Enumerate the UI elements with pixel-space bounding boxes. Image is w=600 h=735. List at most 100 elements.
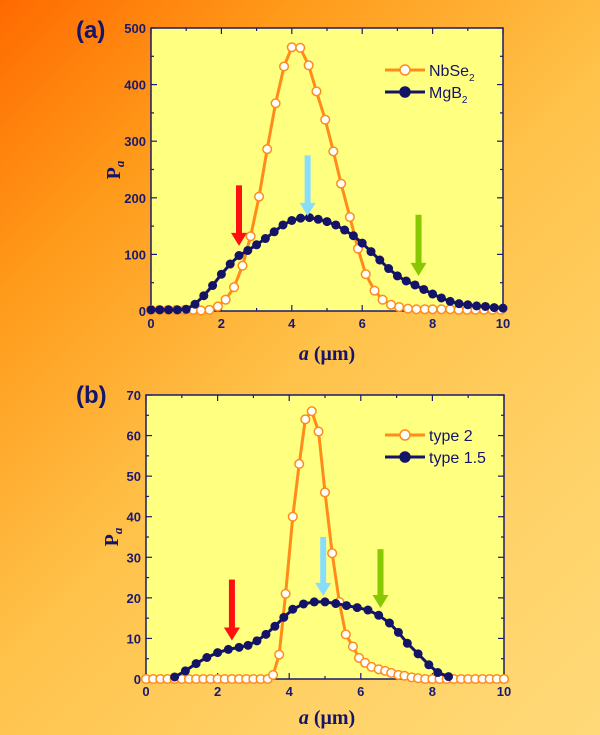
legend-label-base: NbSe	[429, 63, 469, 80]
arrow-head	[315, 582, 332, 596]
green-arrow-icon	[410, 214, 427, 276]
data-point	[454, 299, 464, 309]
legend-label-subscript: 2	[462, 95, 468, 106]
legend-label-subscript: 2	[469, 73, 475, 84]
x-tick-label: 10	[496, 316, 510, 331]
data-point	[155, 305, 165, 315]
x-axis-title: a (μm)	[299, 707, 355, 729]
data-point	[322, 217, 332, 227]
data-point	[313, 214, 323, 224]
x-tick-label: 8	[429, 316, 436, 331]
x-tick-label: 6	[359, 316, 366, 331]
data-point	[424, 660, 434, 670]
data-point	[369, 285, 380, 296]
data-point	[278, 220, 288, 230]
cyan-arrow-icon	[315, 537, 332, 596]
data-point	[352, 603, 362, 613]
x-tick-label: 8	[429, 684, 436, 699]
data-point	[190, 299, 200, 309]
data-point	[313, 426, 324, 437]
data-point	[340, 225, 350, 235]
data-point	[286, 42, 297, 53]
data-point	[268, 669, 279, 680]
data-point	[410, 280, 420, 290]
data-point	[234, 251, 244, 261]
data-point	[243, 245, 253, 255]
data-point	[208, 281, 218, 291]
data-point	[320, 114, 331, 125]
data-point	[287, 215, 297, 225]
y-axis-symbol: P	[103, 167, 125, 179]
data-point	[463, 300, 473, 310]
red-arrow-icon	[223, 579, 240, 641]
y-tick-label: 400	[124, 78, 146, 93]
data-point	[394, 301, 405, 313]
data-point	[245, 231, 256, 242]
data-point	[393, 627, 403, 637]
y-axis-subscript: a	[110, 527, 125, 534]
legend-label: type 2	[429, 428, 473, 445]
data-point	[279, 612, 289, 622]
panel-b: (b) 0 2 4 6 8 10 0 10 20 30 40 50 60 70 a (μm) Pa type 2 t…	[76, 382, 511, 729]
data-point	[360, 269, 371, 280]
data-point	[498, 673, 510, 685]
y-axis-title: Pa	[103, 160, 127, 179]
x-tick-label: 4	[288, 316, 296, 331]
data-point	[386, 299, 397, 310]
y-axis-symbol: P	[101, 534, 123, 546]
data-point	[212, 301, 223, 312]
y-axis-subscript: a	[112, 160, 127, 167]
x-tick-label: 10	[497, 684, 511, 699]
legend-marker	[399, 64, 411, 76]
data-point	[225, 259, 235, 269]
data-point	[234, 642, 244, 652]
data-point	[252, 636, 262, 646]
y-tick-label: 20	[127, 591, 141, 606]
data-point	[304, 213, 314, 223]
data-point	[331, 220, 341, 230]
data-point	[252, 240, 262, 250]
data-point	[445, 296, 455, 306]
data-point	[309, 597, 319, 607]
data-point	[436, 293, 446, 303]
data-point	[347, 641, 358, 652]
data-point	[260, 234, 270, 244]
data-point	[170, 672, 180, 682]
arrow-shaft	[377, 549, 384, 596]
x-tick-label: 4	[286, 684, 294, 699]
data-point	[204, 304, 215, 315]
data-point	[180, 666, 190, 676]
data-point	[294, 458, 305, 470]
series-line	[173, 600, 450, 679]
series-type-1.5	[170, 597, 454, 682]
data-point	[270, 621, 280, 631]
data-point	[243, 640, 253, 650]
x-axis-unit: (μm)	[309, 707, 355, 729]
arrow-shaft	[320, 537, 327, 584]
y-tick-label: 0	[139, 304, 146, 319]
plot-area	[150, 27, 504, 312]
red-arrow-icon	[231, 185, 247, 246]
data-point	[270, 98, 281, 109]
data-point	[303, 60, 314, 71]
data-point	[237, 260, 248, 271]
x-axis-symbol: a	[299, 707, 309, 729]
data-point	[384, 264, 394, 274]
data-point	[341, 601, 351, 611]
data-point	[262, 144, 273, 155]
legend-label: type 1.5	[429, 450, 486, 467]
data-point	[444, 672, 454, 682]
data-point	[472, 301, 482, 311]
arrow-shaft	[304, 155, 311, 204]
y-axis-title: Pa	[101, 527, 125, 546]
data-point	[375, 255, 385, 265]
data-point	[213, 648, 223, 658]
arrow-head	[372, 595, 389, 608]
data-point	[344, 211, 355, 223]
data-point	[199, 291, 209, 301]
data-point	[254, 191, 265, 202]
series-mgb2	[146, 213, 508, 315]
data-point	[498, 303, 508, 313]
